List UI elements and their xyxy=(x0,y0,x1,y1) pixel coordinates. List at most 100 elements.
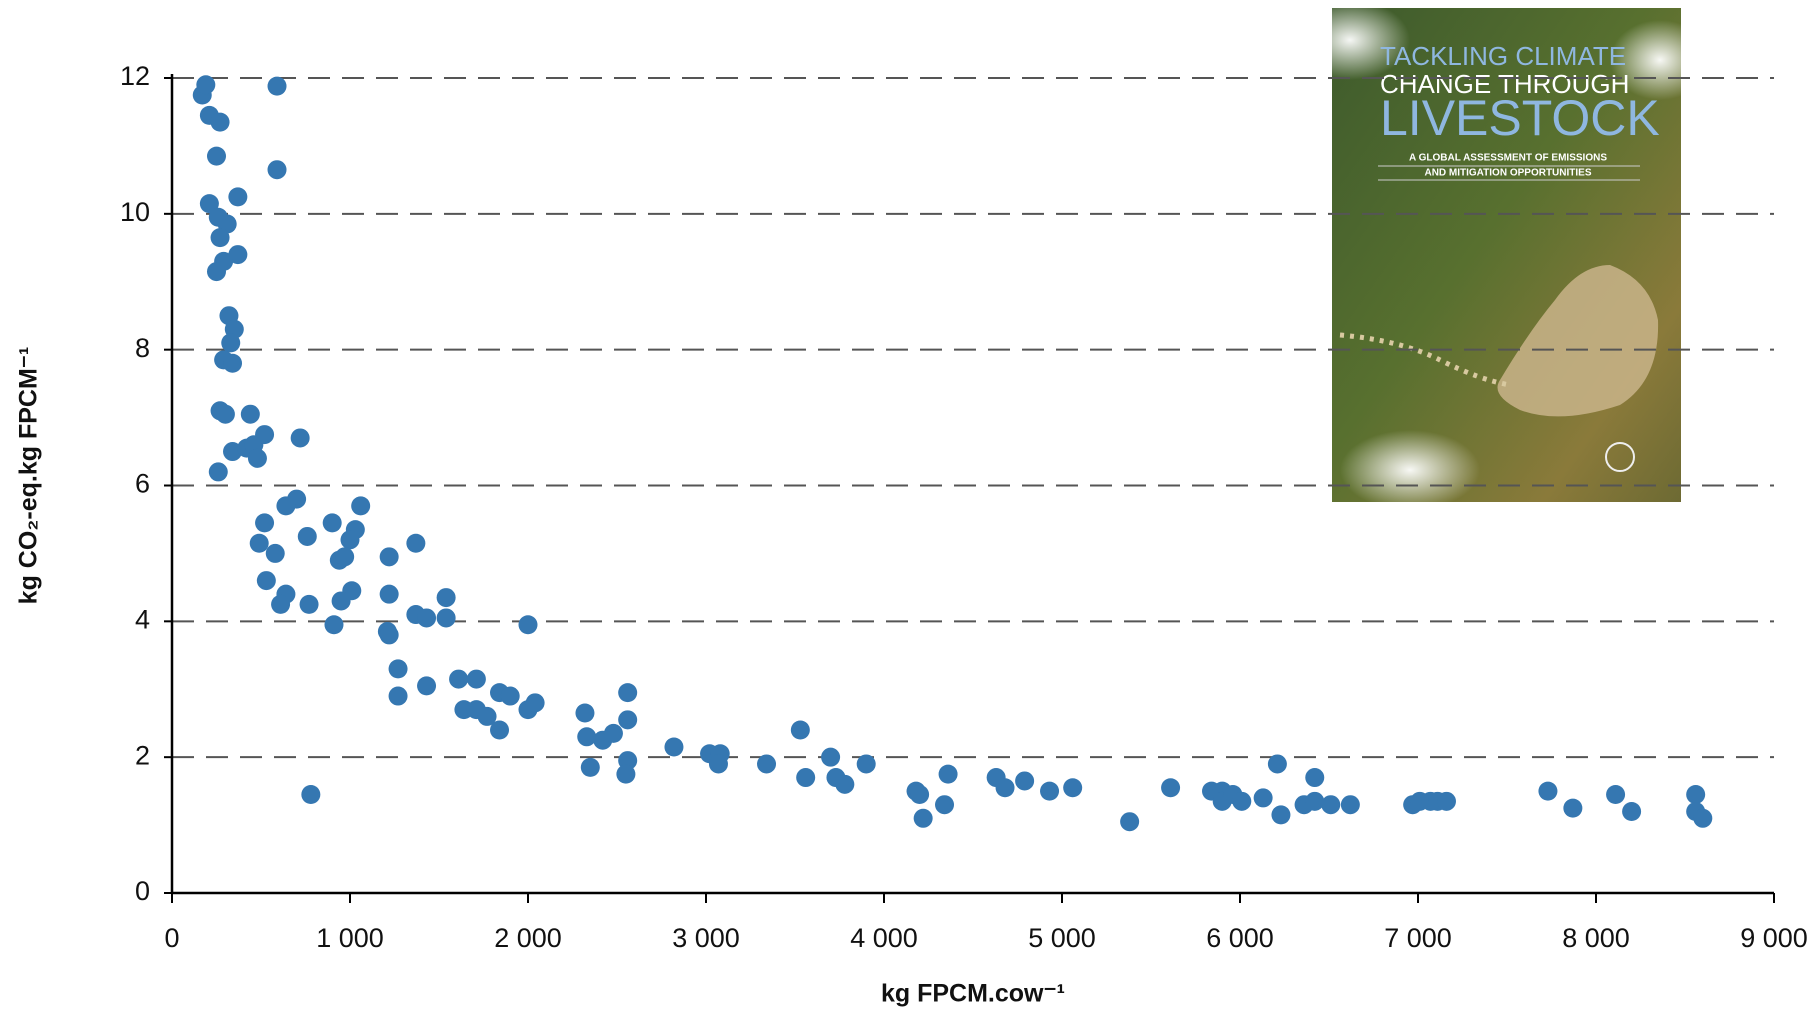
x-tick-label: 7 000 xyxy=(1384,923,1452,953)
scatter-point xyxy=(580,757,600,777)
scatter-point xyxy=(417,676,437,696)
scatter-point xyxy=(256,571,276,591)
cover-cloud xyxy=(1610,20,1710,100)
scatter-point xyxy=(297,526,317,546)
y-tick-label: 8 xyxy=(135,333,150,363)
scatter-point xyxy=(324,615,344,635)
scatter-point xyxy=(223,353,243,373)
scatter-point xyxy=(436,588,456,608)
y-tick-label: 2 xyxy=(135,740,150,770)
scatter-point xyxy=(240,404,260,424)
cover-title: CHANGE THROUGH xyxy=(1380,69,1629,99)
scatter-point xyxy=(477,706,497,726)
cover-herd-line xyxy=(1339,332,1511,388)
scatter-point xyxy=(500,686,520,706)
cover-title: TACKLING CLIMATE xyxy=(1380,41,1626,71)
scatter-point xyxy=(708,754,728,774)
cover-subtitle: A GLOBAL ASSESSMENT OF EMISSIONS xyxy=(1409,153,1607,164)
scatter-point xyxy=(247,448,267,468)
scatter-point xyxy=(1686,785,1706,805)
x-tick-label: 0 xyxy=(164,923,179,953)
scatter-point xyxy=(935,795,955,815)
scatter-point xyxy=(618,683,638,703)
scatter-point xyxy=(1693,808,1713,828)
scatter-point xyxy=(210,228,230,248)
scatter-point xyxy=(910,785,930,805)
scatter-point xyxy=(267,160,287,180)
scatter-point xyxy=(436,608,456,628)
scatter-point xyxy=(466,669,486,689)
scatter-point xyxy=(577,727,597,747)
scatter-point xyxy=(1305,791,1325,811)
scatter-point xyxy=(228,245,248,265)
scatter-point xyxy=(913,808,933,828)
scatter-point xyxy=(379,625,399,645)
scatter-point xyxy=(603,723,623,743)
scatter-point xyxy=(276,496,296,516)
scatter-point xyxy=(331,591,351,611)
scatter-point xyxy=(490,720,510,740)
y-tick-label: 10 xyxy=(120,197,150,227)
scatter-point xyxy=(1271,805,1291,825)
scatter-point xyxy=(417,608,437,628)
scatter-point xyxy=(995,778,1015,798)
x-axis-title: kg FPCM.cow⁻¹ xyxy=(881,980,1065,1008)
scatter-point xyxy=(1267,754,1287,774)
x-tick-label: 2 000 xyxy=(494,923,562,953)
scatter-point xyxy=(249,533,269,553)
scatter-point xyxy=(618,710,638,730)
scatter-point xyxy=(265,543,285,563)
x-tick-label: 5 000 xyxy=(1028,923,1096,953)
scatter-point xyxy=(1015,771,1035,791)
cover-subtitle: AND MITIGATION OPPORTUNITIES xyxy=(1424,168,1591,179)
scatter-point xyxy=(938,764,958,784)
y-tick-label: 0 xyxy=(135,876,150,906)
scatter-point xyxy=(1340,795,1360,815)
scatter-point xyxy=(207,146,226,166)
scatter-point xyxy=(301,785,321,805)
cover-logo xyxy=(1605,442,1635,472)
y-tick-label: 6 xyxy=(135,469,150,499)
scatter-point xyxy=(351,496,371,516)
scatter-point xyxy=(388,659,408,679)
scatter-point xyxy=(299,594,319,614)
scatter-point xyxy=(1563,798,1583,818)
y-tick-label: 12 xyxy=(120,61,150,91)
y-tick-label: 4 xyxy=(135,604,150,634)
scatter-point xyxy=(379,584,399,604)
scatter-point xyxy=(196,75,216,95)
scatter-point xyxy=(449,669,469,689)
scatter-point xyxy=(856,754,876,774)
x-tick-label: 9 000 xyxy=(1740,923,1808,953)
scatter-point xyxy=(208,462,228,482)
scatter-point xyxy=(322,513,342,533)
scatter-point xyxy=(616,764,636,784)
scatter-point xyxy=(1606,785,1626,805)
cover-title: LIVESTOCK xyxy=(1380,90,1660,146)
cover-cloud xyxy=(1340,430,1480,510)
scatter-point xyxy=(525,693,545,713)
scatter-point xyxy=(790,720,810,740)
x-tick-label: 1 000 xyxy=(316,923,384,953)
scatter-point xyxy=(664,737,684,757)
scatter-point xyxy=(821,747,841,767)
x-tick-label: 8 000 xyxy=(1562,923,1630,953)
scatter-point xyxy=(221,333,241,353)
scatter-point xyxy=(335,547,355,567)
scatter-point xyxy=(340,530,360,550)
scatter-point xyxy=(199,194,219,214)
scatter-point xyxy=(271,594,291,614)
scatter-point xyxy=(255,513,275,533)
cover-background xyxy=(1332,8,1681,502)
scatter-point xyxy=(210,112,230,132)
y-axis-title: kg CO₂-eq.kg FPCM⁻¹ xyxy=(15,347,43,605)
scatter-point xyxy=(575,703,595,723)
scatter-point xyxy=(215,404,235,424)
scatter-point xyxy=(1253,788,1273,808)
scatter-point xyxy=(290,428,310,448)
scatter-point xyxy=(757,754,777,774)
scatter-point xyxy=(1063,778,1083,798)
scatter-point xyxy=(207,262,226,282)
scatter-point xyxy=(223,442,243,462)
